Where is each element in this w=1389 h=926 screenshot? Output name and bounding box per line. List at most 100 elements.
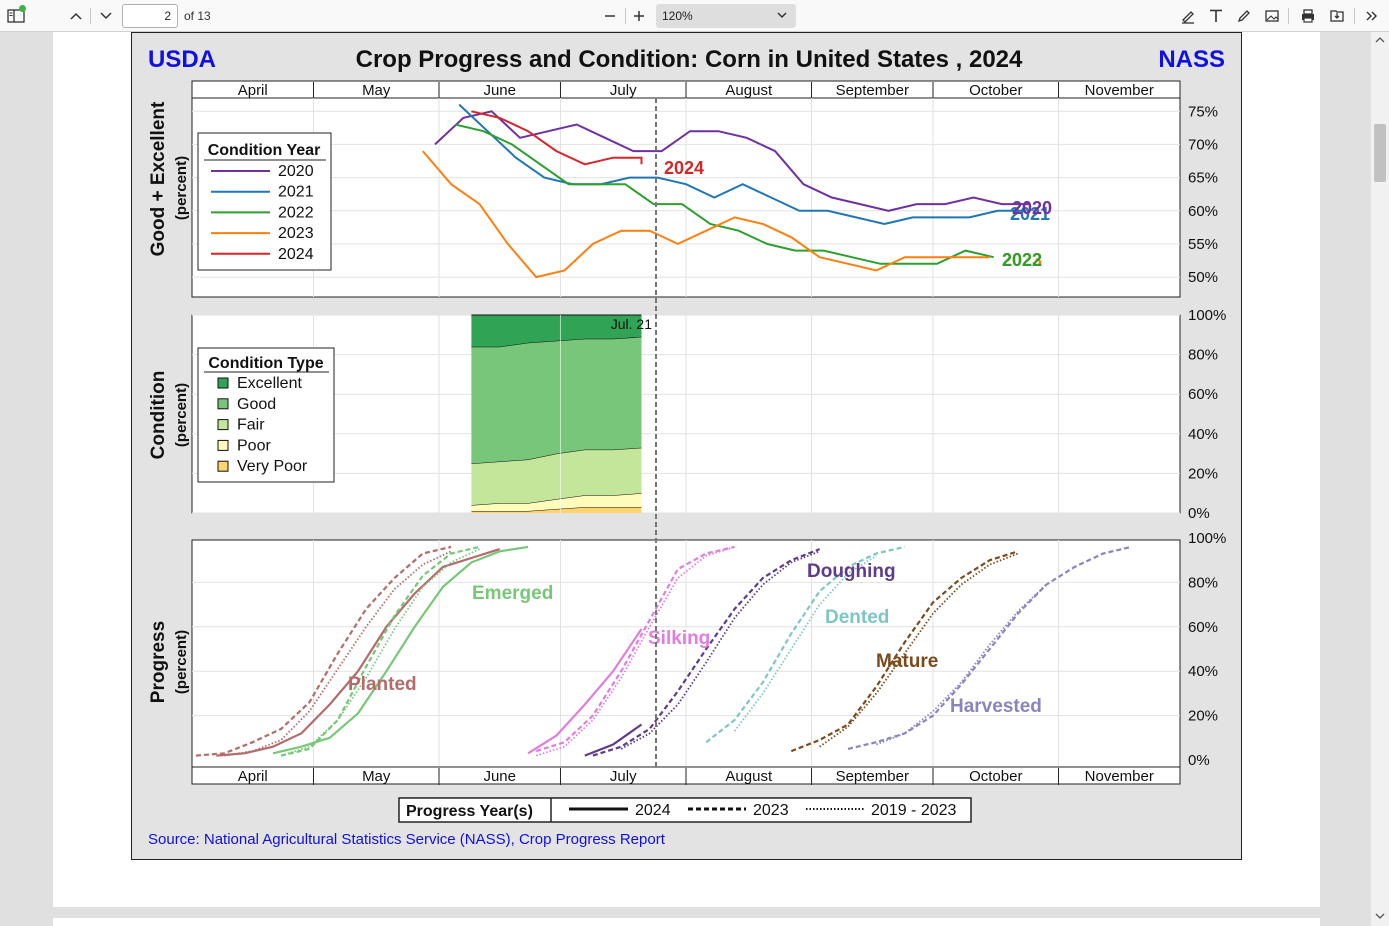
legend-label-very-poor: Very Poor	[237, 458, 308, 475]
stage-label-mature: Mature	[876, 651, 938, 672]
series-line-2024	[471, 110, 643, 166]
month-label: May	[362, 82, 391, 99]
month-label: August	[725, 768, 773, 785]
area-good	[471, 336, 642, 464]
condition-type-legend: Condition Type Excellent Good Fair Poor Very…	[197, 347, 335, 483]
zoom-out-icon[interactable]	[598, 0, 622, 32]
y-tick-label: 80%	[1188, 347, 1218, 364]
stage-label-silking: Silking	[648, 628, 710, 649]
month-label: August	[725, 82, 773, 99]
legend-entries: 2020 2021 2022 2023 2024	[211, 163, 314, 263]
legend-label-excellent: Excellent	[237, 375, 302, 392]
print-icon[interactable]	[1296, 0, 1320, 32]
zoom-select[interactable]: 120%	[656, 4, 796, 28]
chart-title: Crop Progress and Condition: Corn in Uni…	[356, 46, 1023, 73]
y-tick-label: 0%	[1188, 505, 1210, 522]
highlight-icon[interactable]	[1176, 0, 1200, 32]
y-tick-label: 50%	[1188, 269, 1218, 286]
legend-swatch-excellent	[217, 377, 229, 389]
progress-line-silking-2024	[527, 628, 643, 755]
y-tick-label: 80%	[1188, 574, 1218, 591]
series-line-2023	[422, 150, 990, 279]
scroll-thumb[interactable]	[1374, 124, 1386, 182]
page-count: of 13	[184, 9, 211, 23]
y-tick-label: 60%	[1188, 619, 1218, 636]
condition-grid	[192, 314, 1180, 514]
month-label: October	[969, 768, 1022, 785]
sidebar-icon[interactable]	[4, 0, 28, 32]
progress-stage-labels: Planted Emerged Silking Doughing Dented Matur…	[348, 561, 1042, 717]
scroll-up-icon[interactable]	[1375, 36, 1385, 44]
end-label-2020: 2020	[1012, 198, 1052, 218]
more-icon[interactable]	[1360, 0, 1384, 32]
chevron-down-icon	[777, 12, 787, 19]
y-tick-label: 65%	[1188, 170, 1218, 187]
month-label: June	[483, 768, 516, 785]
save-icon[interactable]	[1325, 0, 1349, 32]
condition-year-legend: Condition Year 2020 2021 2022 2023 2024	[197, 132, 332, 271]
legend-title: Condition Type	[208, 355, 323, 372]
legend-box	[197, 132, 332, 271]
draw-icon[interactable]	[1232, 0, 1256, 32]
legend-label-fair: Fair	[237, 417, 265, 434]
month-label: June	[483, 82, 516, 99]
legend-label-2023: 2023	[753, 802, 789, 819]
brand-nass: NASS	[1158, 46, 1225, 73]
progress-line-silking-5yr	[535, 546, 735, 757]
source-note: Source: National Agricultural Statistics…	[148, 831, 666, 848]
stage-label-doughing: Doughing	[807, 561, 896, 582]
progress-line-silking-2023	[535, 545, 735, 753]
progress-axis-unit: (percent)	[173, 630, 190, 694]
month-label: April	[238, 768, 268, 785]
y-tick-label: 60%	[1188, 203, 1218, 220]
legend-title: Progress Year(s)	[406, 803, 533, 820]
y-tick-label: 75%	[1188, 103, 1218, 120]
notification-dot	[19, 5, 26, 12]
progress-year-legend: Progress Year(s) 2024 2023 2019 - 2023	[398, 797, 972, 823]
good-excellent-y-ticks: 75% 70% 65% 60% 55% 50%	[1188, 103, 1218, 286]
legend-label-good: Good	[237, 396, 276, 413]
page-down-icon[interactable]	[94, 0, 118, 32]
progress-axis-label: Progress	[148, 621, 169, 703]
page-up-icon[interactable]	[64, 0, 88, 32]
zoom-in-icon[interactable]	[627, 0, 651, 32]
end-label-2022: 2022	[1002, 250, 1042, 270]
scroll-down-icon[interactable]	[1375, 912, 1385, 920]
y-tick-label: 20%	[1188, 708, 1218, 725]
progress-y-ticks: 100% 80% 60% 40% 20% 0%	[1188, 530, 1226, 769]
vertical-scrollbar[interactable]	[1371, 32, 1389, 926]
legend-label-2023: 2023	[278, 225, 314, 242]
y-tick-label: 100%	[1188, 307, 1226, 324]
image-icon[interactable]	[1260, 0, 1284, 32]
area-poor	[471, 493, 642, 511]
progress-series	[195, 545, 1132, 757]
good-excellent-series	[422, 103, 1031, 279]
page-number-input[interactable]: 2	[122, 4, 178, 28]
progress-line-planted-2023	[195, 545, 452, 757]
stage-label-emerged: Emerged	[472, 583, 553, 604]
area-fair	[471, 447, 642, 506]
condition-y-ticks: 100% 80% 60% 40% 20% 0%	[1188, 307, 1226, 522]
legend-swatch-fair	[217, 419, 229, 431]
stage-label-harvested: Harvested	[950, 696, 1042, 717]
y-tick-label: 20%	[1188, 465, 1218, 482]
condition-axis-label: Condition	[148, 371, 169, 460]
progress-line-doughing-5yr	[620, 550, 820, 750]
month-label: November	[1085, 768, 1154, 785]
month-label: November	[1085, 82, 1154, 99]
good-excellent-grid	[192, 98, 1180, 297]
y-tick-label: 40%	[1188, 663, 1218, 680]
legend-box	[398, 797, 972, 823]
y-tick-label: 40%	[1188, 426, 1218, 443]
month-label: September	[836, 82, 909, 99]
pdf-page-next	[53, 918, 1320, 926]
legend-swatch-good	[217, 398, 229, 410]
condition-areas	[471, 314, 642, 513]
good-excellent-axis-label: Good + Excellent	[148, 101, 169, 256]
end-label-2021: 2021	[1010, 204, 1050, 224]
legend-label-poor: Poor	[237, 437, 271, 454]
progress-line-dented-2023	[705, 545, 905, 744]
month-label: May	[362, 768, 391, 785]
text-icon[interactable]	[1204, 0, 1228, 32]
